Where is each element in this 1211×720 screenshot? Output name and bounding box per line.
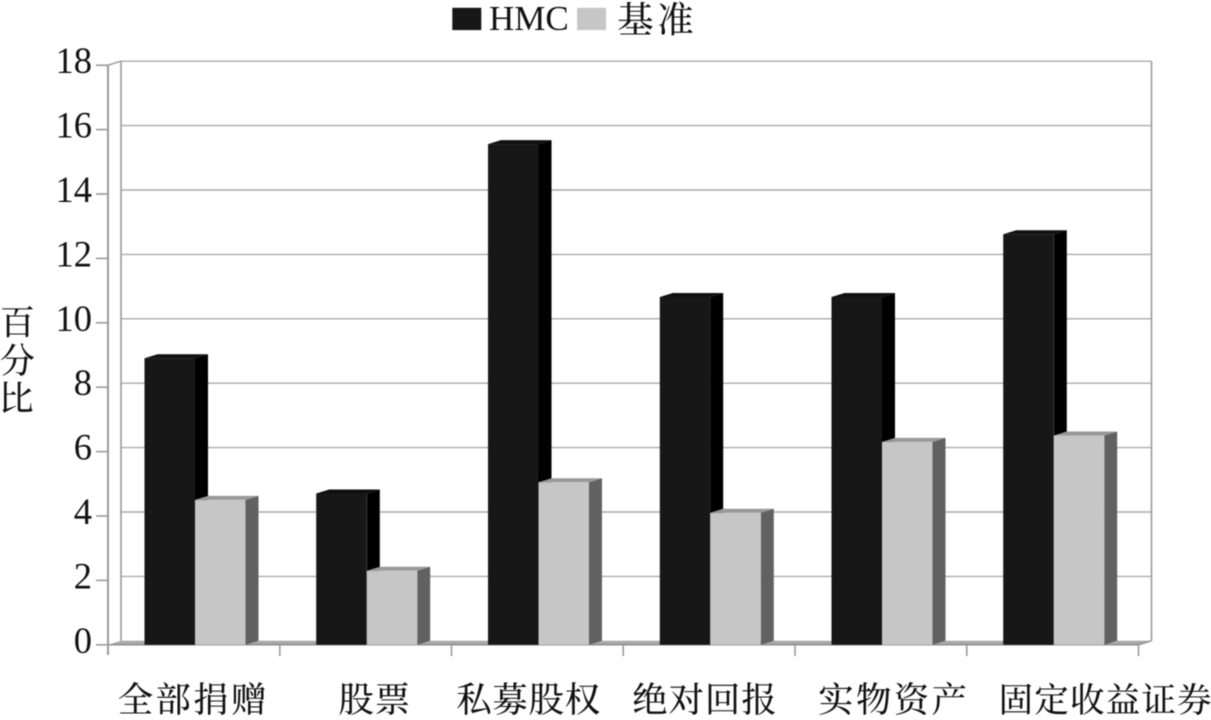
svg-text:10: 10: [56, 298, 93, 339]
svg-text:6: 6: [74, 427, 92, 468]
svg-text:18: 18: [56, 40, 93, 81]
svg-text:8: 8: [74, 362, 92, 403]
svg-text:12: 12: [56, 233, 93, 274]
svg-text:2: 2: [74, 555, 92, 596]
svg-text:16: 16: [56, 105, 93, 146]
svg-text:14: 14: [56, 169, 93, 210]
svg-text:0: 0: [74, 620, 92, 661]
svg-text:HMC: HMC: [489, 0, 569, 38]
svg-text:4: 4: [74, 491, 92, 532]
